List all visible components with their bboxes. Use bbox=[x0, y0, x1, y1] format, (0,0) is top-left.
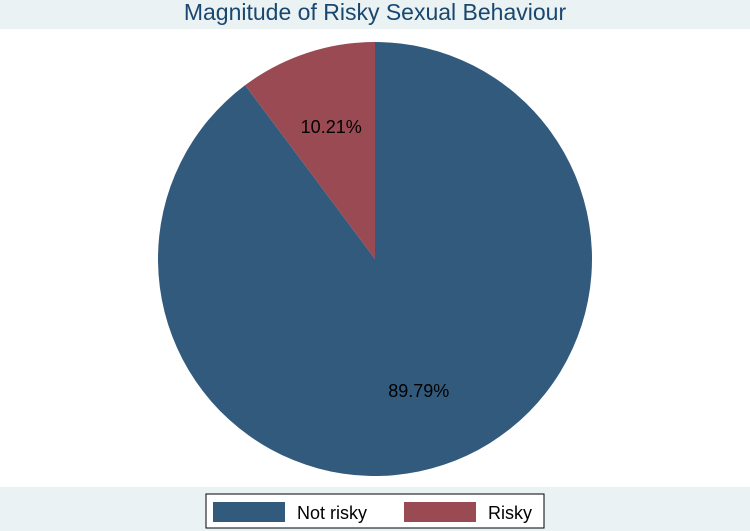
chart-title: Magnitude of Risky Sexual Behaviour bbox=[184, 0, 567, 25]
legend-label-not-risky: Not risky bbox=[297, 503, 367, 523]
pie-slice-label-not-risky: 89.79% bbox=[388, 381, 449, 401]
legend: Not risky Risky bbox=[205, 493, 545, 529]
pie-slice-label-risky: 10.21% bbox=[301, 117, 362, 137]
legend-key-not-risky bbox=[213, 502, 285, 522]
legend-label-risky: Risky bbox=[488, 503, 532, 523]
legend-key-risky bbox=[404, 502, 476, 522]
pie-slice-risky bbox=[245, 42, 375, 259]
pie-slice-labels: 89.79% 10.21% bbox=[301, 117, 450, 401]
pie-slices bbox=[157, 42, 592, 476]
